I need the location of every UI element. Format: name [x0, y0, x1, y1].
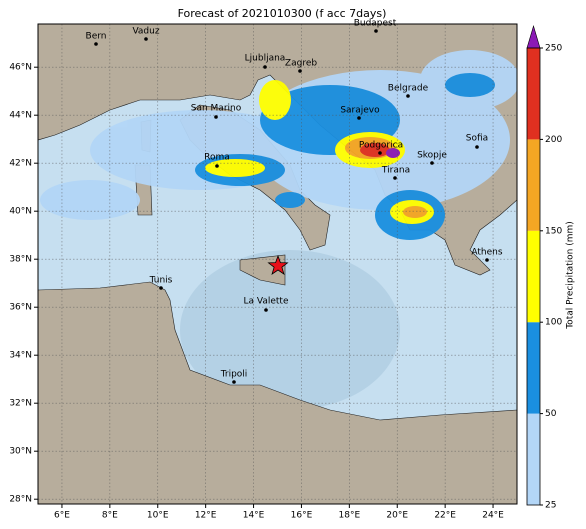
- axes: 6°E 8°E 10°E 12°E 14°E 16°E 18°E 20°E 22°E 24°E 28…: [9, 63, 504, 521]
- city-label: Zagreb: [285, 59, 317, 69]
- city-dot: [232, 380, 236, 384]
- city-label: Budapest: [354, 19, 397, 29]
- x-tick-label: 8°E: [102, 511, 118, 521]
- x-tick-label: 18°E: [339, 511, 361, 521]
- colorbar-frame: [526, 47, 541, 506]
- colorbar-segment: [527, 230, 540, 323]
- y-tick-label: 38°N: [9, 255, 32, 265]
- colorbar-tick-label: 150: [545, 226, 562, 236]
- city-label: Roma: [204, 153, 230, 163]
- y-tick-label: 44°N: [9, 111, 32, 121]
- x-tick-label: 24°E: [482, 511, 504, 521]
- y-tick-label: 32°N: [9, 399, 32, 409]
- city-label: Belgrade: [388, 84, 429, 94]
- city-dot: [298, 69, 302, 73]
- city-label: Sarajevo: [340, 106, 380, 116]
- title: Forecast of 2021010300 (f acc 7days): [178, 7, 387, 20]
- colorbar-extension: [526, 24, 541, 49]
- colorbar-tick-label: 50: [545, 409, 557, 419]
- colorbar-tick-label: 100: [545, 318, 562, 328]
- city-label: San Marino: [191, 104, 242, 114]
- city-label: Skopje: [417, 151, 447, 161]
- city-label: Tunis: [149, 276, 173, 286]
- city-label: Vaduz: [132, 27, 159, 37]
- x-tick-label: 12°E: [195, 511, 217, 521]
- colorbar-tick-label: 200: [545, 135, 562, 145]
- city-dot: [144, 37, 148, 41]
- city-dot: [406, 94, 410, 98]
- y-tick-label: 34°N: [9, 351, 32, 361]
- y-tick-label: 36°N: [9, 303, 32, 313]
- city-dot: [214, 115, 218, 119]
- city-label: Bern: [86, 32, 107, 42]
- city-dot: [430, 161, 434, 165]
- map-frame: [37, 23, 518, 505]
- city-dot: [215, 164, 219, 168]
- y-tick-label: 46°N: [9, 63, 32, 73]
- x-tick-label: 6°E: [54, 511, 70, 521]
- colorbar-label: Total Precipitation (mm): [566, 221, 576, 330]
- city-dot: [475, 145, 479, 149]
- city-dot: [263, 65, 267, 69]
- y-tick-label: 42°N: [9, 159, 32, 169]
- cities: Bern Vaduz Budapest Ljubljana Zagreb Bel…: [86, 19, 503, 384]
- city-label: Sofia: [466, 134, 488, 144]
- city-dot: [485, 258, 489, 262]
- city-label: Ljubljana: [245, 54, 286, 64]
- sea-shade: [180, 250, 400, 410]
- city-label: Podgorica: [359, 141, 403, 151]
- city-label: Athens: [471, 248, 502, 258]
- grid: [38, 24, 517, 504]
- colorbar-segment: [527, 48, 540, 140]
- city-dot: [378, 151, 382, 155]
- y-tick-label: 30°N: [9, 447, 32, 457]
- colorbar: 25 50 100 150 200 250: [526, 24, 562, 511]
- colorbar-segment: [527, 413, 540, 505]
- city-label: Tirana: [381, 166, 410, 176]
- city-label: La Valette: [244, 297, 289, 307]
- city-dot: [264, 308, 268, 312]
- city-dot: [159, 286, 163, 290]
- x-tick-label: 14°E: [243, 511, 265, 521]
- city-dot: [94, 42, 98, 46]
- city-label: Tripoli: [220, 370, 248, 380]
- city-dot: [374, 29, 378, 33]
- colorbar-segment: [527, 322, 540, 414]
- colorbar-tick-label: 250: [545, 44, 562, 54]
- colorbar-tick-label: 25: [545, 501, 556, 511]
- city-dot: [357, 116, 361, 120]
- x-tick-label: 22°E: [434, 511, 456, 521]
- city-dot: [393, 176, 397, 180]
- x-tick-label: 16°E: [291, 511, 313, 521]
- x-tick-label: 10°E: [147, 511, 169, 521]
- colorbar-segment: [527, 139, 540, 231]
- event-marker: [267, 254, 289, 275]
- y-tick-label: 28°N: [9, 495, 32, 505]
- x-tick-label: 20°E: [386, 511, 408, 521]
- y-tick-label: 40°N: [9, 207, 32, 217]
